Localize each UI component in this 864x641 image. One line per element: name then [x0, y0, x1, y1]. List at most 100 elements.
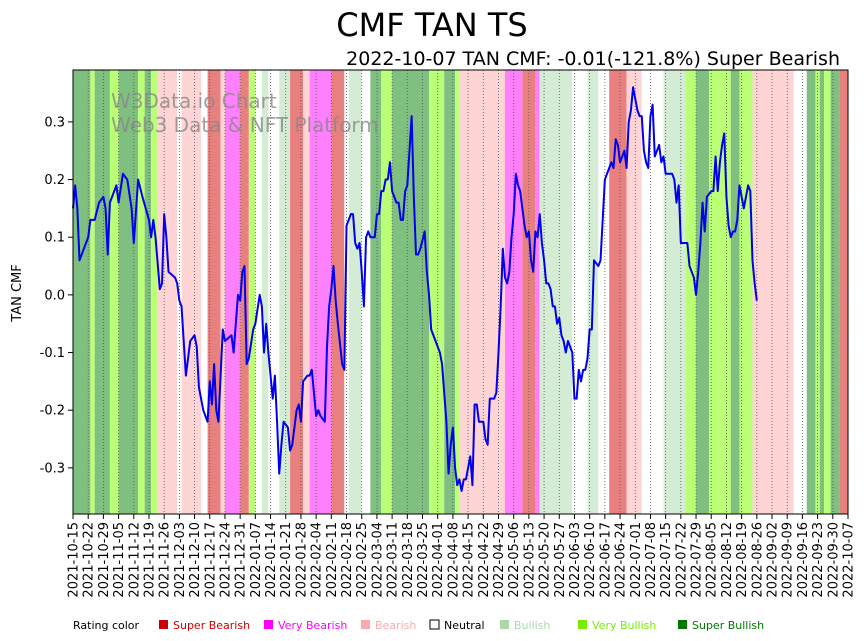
rating-band-super-bullish — [806, 70, 816, 514]
x-tick-label: 2022-08-19 — [735, 522, 750, 598]
x-tick-label: 2022-03-04 — [370, 522, 385, 598]
y-tick-label: -0.3 — [40, 461, 65, 476]
legend-label: Very Bearish — [278, 619, 347, 632]
x-tick-label: 2022-09-30 — [826, 522, 841, 598]
y-tick-label: 0.2 — [44, 173, 65, 188]
rating-band-very-bullish — [824, 70, 831, 514]
x-tick-label: 2022-07-08 — [644, 522, 659, 598]
rating-band-bullish — [279, 70, 291, 514]
rating-band-super-bearish — [331, 70, 345, 514]
rating-band-super-bearish — [290, 70, 304, 514]
rating-band-very-bullish — [709, 70, 731, 514]
rating-band-super-bullish — [444, 70, 456, 514]
x-axis: 2021-10-15 2021-10-22 2021-10-29 2021-11-05… — [67, 514, 857, 598]
rating-band-super-bullish — [830, 70, 840, 514]
rating-band-neutral — [641, 70, 664, 514]
x-tick-label: 2022-09-16 — [796, 522, 811, 598]
rating-band-neutral — [572, 70, 588, 514]
chart-title: CMF TAN TS — [336, 6, 527, 44]
x-tick-label: 2022-08-12 — [720, 522, 735, 598]
watermark-line: Web3 Data & NFT Platform — [111, 113, 379, 137]
rating-band-neutral — [201, 70, 208, 514]
rating-band-bearish — [459, 70, 506, 514]
x-tick-label: 2022-08-05 — [705, 522, 720, 598]
rating-band-bullish — [539, 70, 573, 514]
x-tick-label: 2021-12-10 — [188, 522, 203, 598]
rating-band-neutral — [268, 70, 280, 514]
rating-band-bullish — [348, 70, 362, 514]
x-tick-label: 2021-12-24 — [218, 522, 233, 598]
rating-band-neutral — [255, 70, 262, 514]
rating-band-super-bullish — [819, 70, 825, 514]
x-tick-label: 2022-06-10 — [583, 522, 598, 598]
cmf-series — [72, 86, 758, 492]
x-tick-label: 2022-05-20 — [538, 522, 553, 598]
x-tick-label: 2021-10-29 — [97, 522, 112, 598]
rating-band-very-bullish — [685, 70, 697, 514]
rating-band-bearish — [157, 70, 178, 514]
x-tick-label: 2022-04-08 — [446, 522, 461, 598]
legend-label: Very Bullish — [592, 619, 656, 632]
watermark-line: W3Data.io Chart — [111, 89, 277, 113]
rating-band-bullish — [261, 70, 269, 514]
rating-band-super-bearish — [609, 70, 627, 514]
rating-band-super-bullish — [696, 70, 710, 514]
x-tick-label: 2022-03-25 — [416, 522, 431, 598]
legend-label: Super Bullish — [692, 619, 764, 632]
rating-band-very-bullish — [109, 70, 119, 514]
x-tick-label: 2022-03-11 — [386, 522, 401, 598]
legend-label: Super Bearish — [173, 619, 250, 632]
rating-band-very-bullish — [429, 70, 445, 514]
y-tick-label: -0.2 — [40, 404, 65, 419]
x-tick-label: 2022-06-24 — [614, 522, 629, 598]
rating-band-very-bullish — [248, 70, 256, 514]
y-tick-label: 0.0 — [44, 288, 65, 303]
x-tick-label: 2022-08-26 — [750, 522, 765, 598]
x-tick-label: 2022-01-28 — [294, 522, 309, 598]
x-tick-label: 2022-07-29 — [690, 522, 705, 598]
rating-band-super-bullish — [144, 70, 152, 514]
x-tick-label: 2022-07-22 — [674, 522, 689, 598]
rating-band-very-bullish — [739, 70, 753, 514]
y-axis: 0.3 0.2 0.1 0.0 -0.1 -0.2 -0.3 — [40, 115, 73, 476]
rating-band-very-bullish — [138, 70, 145, 514]
rating-band-neutral — [361, 70, 371, 514]
rating-band-neutral — [793, 70, 807, 514]
x-tick-label: 2022-01-21 — [279, 522, 294, 598]
rating-band-bearish — [303, 70, 310, 514]
x-tick-label: 2021-12-03 — [173, 522, 188, 598]
y-tick-label: -0.1 — [40, 346, 65, 361]
y-axis-label: TAN CMF — [10, 264, 25, 322]
x-tick-label: 2022-02-18 — [340, 522, 355, 598]
vertical-gridlines — [72, 70, 849, 514]
x-tick-label: 2022-04-15 — [462, 522, 477, 598]
rating-band-neutral — [598, 70, 610, 514]
x-tick-label: 2021-10-15 — [67, 522, 82, 598]
x-tick-label: 2022-04-01 — [431, 522, 446, 598]
x-tick-label: 2021-11-19 — [142, 522, 157, 598]
legend-swatch — [678, 620, 687, 629]
legend-swatch — [500, 620, 509, 629]
legend-swatch — [429, 619, 440, 630]
x-tick-label: 2022-02-11 — [325, 522, 340, 598]
rating-band-super-bullish — [370, 70, 382, 514]
x-tick-label: 2021-12-17 — [203, 522, 218, 598]
x-tick-label: 2022-06-03 — [568, 522, 583, 598]
x-tick-label: 2021-10-22 — [82, 522, 97, 598]
legend-swatch — [159, 620, 168, 629]
legend-swatch — [361, 620, 370, 629]
x-tick-label: 2022-05-06 — [507, 522, 522, 598]
legend-label: Bullish — [514, 619, 550, 632]
y-tick-label: 0.1 — [44, 231, 65, 246]
x-tick-label: 2022-07-15 — [659, 522, 674, 598]
x-tick-label: 2022-04-22 — [477, 522, 492, 598]
rating-band-super-bearish — [839, 70, 848, 514]
x-tick-label: 2022-02-25 — [355, 522, 370, 598]
plot-frame — [72, 69, 849, 515]
x-tick-label: 2022-09-02 — [766, 522, 781, 598]
rating-band-bearish — [626, 70, 642, 514]
rating-band-bearish — [220, 70, 225, 514]
x-tick-label: 2021-12-31 — [234, 522, 249, 598]
